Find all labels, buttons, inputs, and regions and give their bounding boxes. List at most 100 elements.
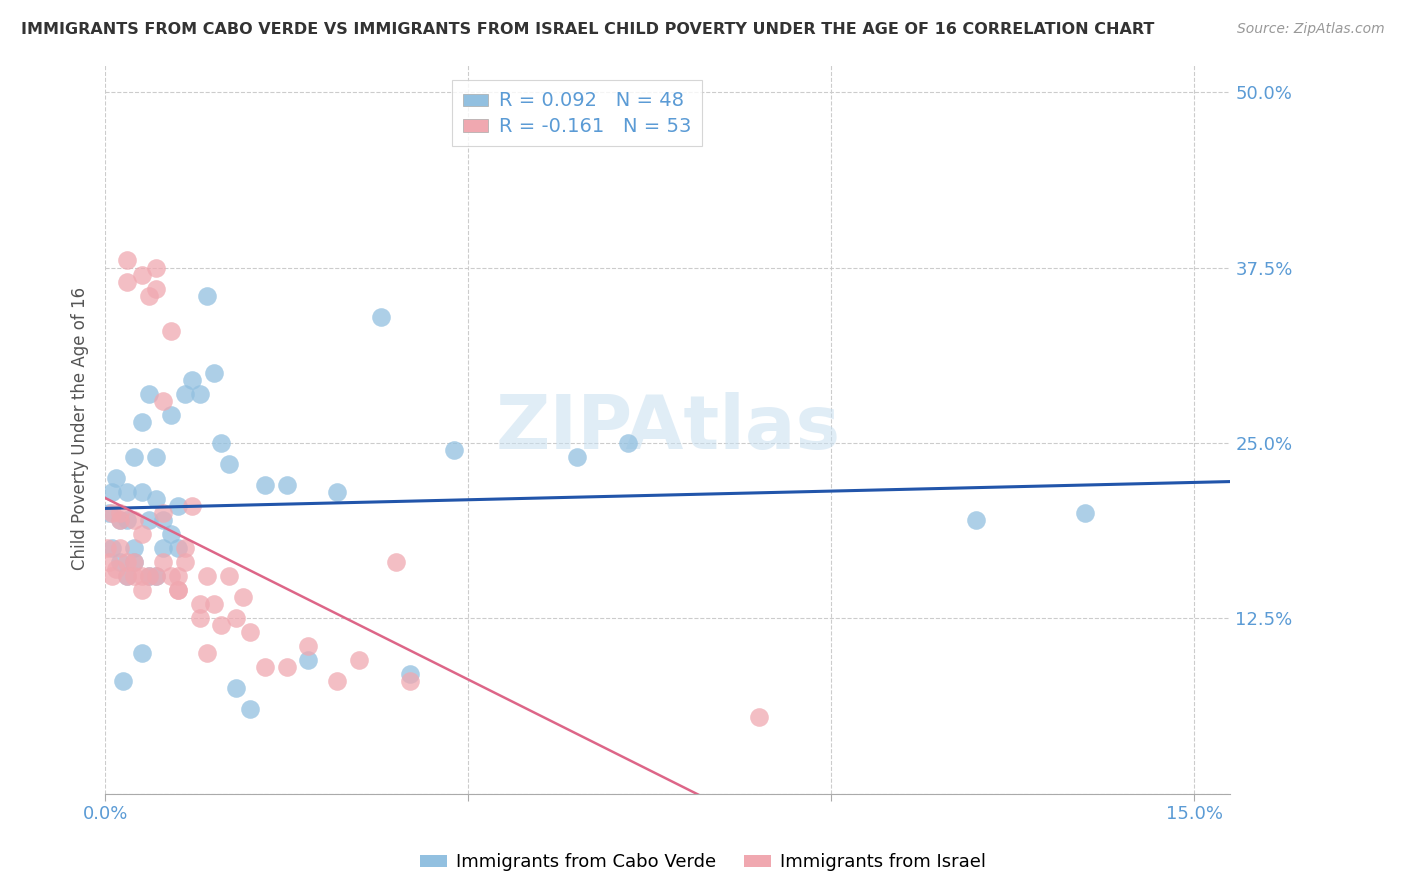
Point — [131, 268, 153, 282]
Point — [195, 646, 218, 660]
Point — [145, 491, 167, 506]
Point — [122, 541, 145, 555]
Point — [131, 583, 153, 598]
Point — [617, 436, 640, 450]
Point — [115, 275, 138, 289]
Point — [152, 393, 174, 408]
Point — [122, 555, 145, 569]
Point — [122, 513, 145, 527]
Point — [166, 541, 188, 555]
Point — [138, 288, 160, 302]
Point — [115, 569, 138, 583]
Point — [239, 625, 262, 640]
Point — [349, 653, 371, 667]
Point — [115, 555, 138, 569]
Point — [152, 513, 174, 527]
Point — [131, 569, 153, 583]
Point — [166, 569, 188, 583]
Point — [166, 499, 188, 513]
Point — [101, 569, 124, 583]
Point — [253, 660, 276, 674]
Point — [159, 408, 181, 422]
Point — [326, 485, 349, 500]
Point — [166, 583, 188, 598]
Point — [565, 450, 588, 464]
Point — [218, 569, 240, 583]
Point — [443, 442, 465, 457]
Point — [232, 591, 254, 605]
Point — [145, 260, 167, 275]
Point — [276, 660, 298, 674]
Point — [115, 569, 138, 583]
Point — [101, 506, 124, 520]
Point — [181, 499, 204, 513]
Point — [326, 674, 349, 689]
Point — [159, 527, 181, 541]
Legend: Immigrants from Cabo Verde, Immigrants from Israel: Immigrants from Cabo Verde, Immigrants f… — [413, 847, 993, 879]
Point — [209, 618, 232, 632]
Point — [145, 450, 167, 464]
Point — [145, 569, 167, 583]
Text: IMMIGRANTS FROM CABO VERDE VS IMMIGRANTS FROM ISRAEL CHILD POVERTY UNDER THE AGE: IMMIGRANTS FROM CABO VERDE VS IMMIGRANTS… — [21, 22, 1154, 37]
Point — [112, 674, 135, 689]
Point — [253, 478, 276, 492]
Point — [138, 513, 160, 527]
Point — [188, 597, 211, 611]
Point — [105, 471, 128, 485]
Point — [152, 541, 174, 555]
Point — [108, 513, 131, 527]
Point — [115, 253, 138, 268]
Point — [297, 640, 319, 654]
Point — [239, 702, 262, 716]
Point — [96, 541, 118, 555]
Point — [218, 457, 240, 471]
Point — [131, 415, 153, 429]
Point — [399, 667, 422, 681]
Point — [188, 611, 211, 625]
Point — [399, 674, 422, 689]
Point — [122, 555, 145, 569]
Point — [131, 646, 153, 660]
Point — [166, 583, 188, 598]
Point — [384, 555, 406, 569]
Point — [188, 386, 211, 401]
Point — [370, 310, 392, 324]
Point — [159, 324, 181, 338]
Text: Source: ZipAtlas.com: Source: ZipAtlas.com — [1237, 22, 1385, 37]
Point — [209, 436, 232, 450]
Point — [195, 569, 218, 583]
Point — [174, 555, 197, 569]
Point — [105, 562, 128, 576]
Point — [276, 478, 298, 492]
Point — [97, 555, 120, 569]
Point — [965, 513, 987, 527]
Point — [138, 569, 160, 583]
Point — [1074, 506, 1097, 520]
Point — [122, 450, 145, 464]
Point — [297, 653, 319, 667]
Point — [108, 513, 131, 527]
Point — [181, 373, 204, 387]
Point — [145, 281, 167, 295]
Point — [138, 569, 160, 583]
Point — [225, 611, 247, 625]
Point — [138, 386, 160, 401]
Point — [225, 681, 247, 696]
Point — [108, 506, 131, 520]
Legend: R = 0.092   N = 48, R = -0.161   N = 53: R = 0.092 N = 48, R = -0.161 N = 53 — [451, 80, 702, 146]
Point — [131, 527, 153, 541]
Point — [108, 555, 131, 569]
Y-axis label: Child Poverty Under the Age of 16: Child Poverty Under the Age of 16 — [72, 287, 89, 570]
Point — [131, 485, 153, 500]
Point — [97, 506, 120, 520]
Point — [195, 288, 218, 302]
Point — [101, 485, 124, 500]
Point — [108, 541, 131, 555]
Point — [115, 485, 138, 500]
Point — [174, 541, 197, 555]
Point — [152, 555, 174, 569]
Point — [122, 569, 145, 583]
Point — [747, 709, 769, 723]
Text: ZIPAtlas: ZIPAtlas — [495, 392, 841, 466]
Point — [152, 506, 174, 520]
